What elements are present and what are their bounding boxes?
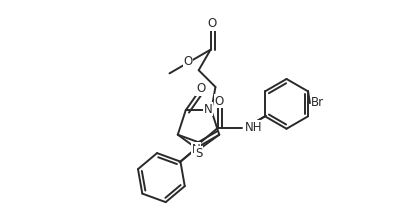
- Text: NH: NH: [244, 121, 262, 134]
- Text: O: O: [196, 83, 205, 95]
- Text: N: N: [204, 103, 213, 116]
- Text: N: N: [192, 143, 201, 156]
- Text: O: O: [215, 95, 224, 108]
- Text: S: S: [195, 147, 202, 160]
- Text: O: O: [207, 17, 216, 30]
- Text: Br: Br: [311, 96, 324, 109]
- Text: O: O: [183, 54, 193, 68]
